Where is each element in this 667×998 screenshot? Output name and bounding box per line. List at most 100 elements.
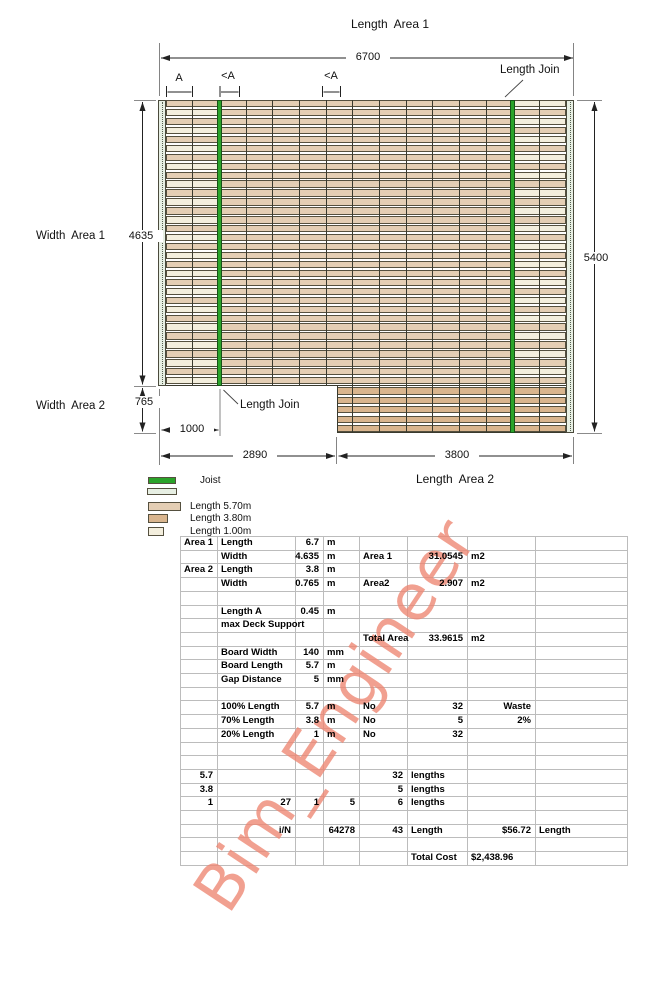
length-join-label-bottom: Length Join — [240, 399, 300, 411]
green-joist-2 — [510, 100, 516, 433]
deck-board — [337, 425, 566, 433]
grid-line — [180, 590, 627, 592]
joist-line — [538, 100, 540, 433]
table-cell: 0.45 — [300, 605, 320, 617]
table-cell: m — [327, 550, 336, 562]
table-cell: 1 — [313, 728, 319, 740]
legend-joist-label: Joist — [200, 475, 221, 486]
grid-line — [180, 755, 627, 757]
grid-line — [180, 810, 627, 811]
legend-edge-joist-swatch — [147, 488, 177, 495]
area1-length-title: Length Area 1 — [350, 17, 430, 31]
grid-line — [180, 536, 627, 537]
table-cell: Length — [539, 824, 571, 836]
table-cell: Board Width — [221, 646, 278, 658]
right-edge-joist — [566, 100, 574, 433]
legend-board-swatch — [148, 502, 181, 511]
dim-6700: 6700 — [346, 51, 390, 63]
legend-board-label: Length 1.00m — [190, 525, 252, 537]
grid-line — [359, 536, 360, 866]
table-cell: 5 — [397, 783, 403, 795]
table-cell: Board Length — [221, 660, 283, 672]
table-cell: Width — [221, 550, 248, 562]
table-cell: 32 — [392, 769, 403, 781]
table-cell: lengths — [411, 769, 445, 781]
dim-1000: 1000 — [170, 423, 214, 435]
table-cell: m — [327, 660, 336, 672]
joist-line — [432, 100, 434, 433]
width-area2-label: Width Area 2 — [36, 400, 106, 412]
table-cell: No — [363, 701, 376, 713]
span-label-lt-a-1: <A — [221, 70, 235, 82]
table-cell: 100% Length — [221, 701, 280, 713]
table-cell: Width — [221, 578, 248, 590]
table-cell: max Deck Support — [221, 619, 305, 631]
joist-line — [378, 100, 380, 433]
grid-line — [180, 796, 627, 798]
table-cell: Waste — [503, 701, 531, 713]
area2-left-edge — [336, 386, 338, 433]
joist-line — [485, 100, 487, 433]
table-cell: m — [327, 578, 336, 590]
joist-line — [325, 100, 327, 386]
grid-line — [627, 536, 628, 866]
table-cell: lengths — [411, 783, 445, 795]
materials-table-grid — [180, 536, 628, 866]
area2-bottom-edge — [337, 432, 574, 433]
grid-line — [407, 536, 408, 866]
grid-line — [180, 823, 627, 825]
joist-line — [192, 100, 194, 386]
deck-board — [337, 415, 566, 423]
table-cell: 0.765 — [295, 578, 319, 590]
joist-line — [458, 100, 460, 433]
table-cell: 140 — [303, 646, 319, 658]
deck-board — [337, 387, 566, 395]
table-cell: 6.7 — [305, 537, 319, 548]
grid-line — [180, 549, 627, 551]
table-cell: 3.8 — [199, 783, 213, 795]
span-label-lt-a-2: <A — [324, 70, 338, 82]
table-cell: 4.635 — [295, 550, 319, 562]
table-cell: 2% — [517, 715, 531, 727]
grid-line — [323, 536, 324, 866]
table-cell: 64278 — [328, 824, 355, 836]
table-cell: mm — [327, 646, 344, 658]
dim-3800: 3800 — [435, 449, 479, 461]
grid-line — [180, 577, 627, 579]
table-cell: 5 — [313, 674, 319, 685]
grid-line — [180, 700, 627, 702]
table-cell: 5.7 — [305, 701, 319, 713]
grid-line — [180, 714, 627, 716]
grid-line — [180, 686, 627, 688]
grid-line — [217, 536, 218, 866]
table-cell: Area2 — [363, 578, 390, 590]
table-cell: 1 — [313, 797, 319, 809]
grid-line — [180, 837, 627, 839]
table-cell: 2.907 — [439, 578, 463, 590]
table-cell: Total Cost — [411, 852, 457, 864]
legend-board-label: Length 5.70m — [190, 501, 252, 512]
grid-line — [180, 741, 627, 743]
table-cell: No — [363, 728, 376, 740]
table-cell: Length — [411, 824, 443, 836]
table-cell: $56.72 — [501, 824, 531, 836]
dim-765: 765 — [127, 396, 161, 408]
table-cell: lengths — [411, 797, 445, 809]
table-cell: 33.9615 — [428, 632, 463, 644]
table-cell: Area 1 — [184, 537, 214, 548]
table-cell: m2 — [471, 550, 485, 562]
width-area1-label: Width Area 1 — [36, 230, 106, 242]
span-label-a: A — [175, 72, 183, 84]
grid-line — [180, 673, 627, 674]
table-cell: No — [363, 715, 376, 727]
table-cell: Area 2 — [184, 564, 214, 576]
table-cell: Area 1 — [363, 550, 393, 562]
grid-line — [180, 536, 181, 866]
legend-board-swatch — [148, 526, 164, 536]
dim-2890: 2890 — [233, 449, 277, 461]
area1-bottom-edge — [158, 385, 574, 386]
grid-line — [180, 851, 627, 853]
grid-line — [180, 645, 627, 647]
table-cell: 6 — [397, 797, 403, 809]
